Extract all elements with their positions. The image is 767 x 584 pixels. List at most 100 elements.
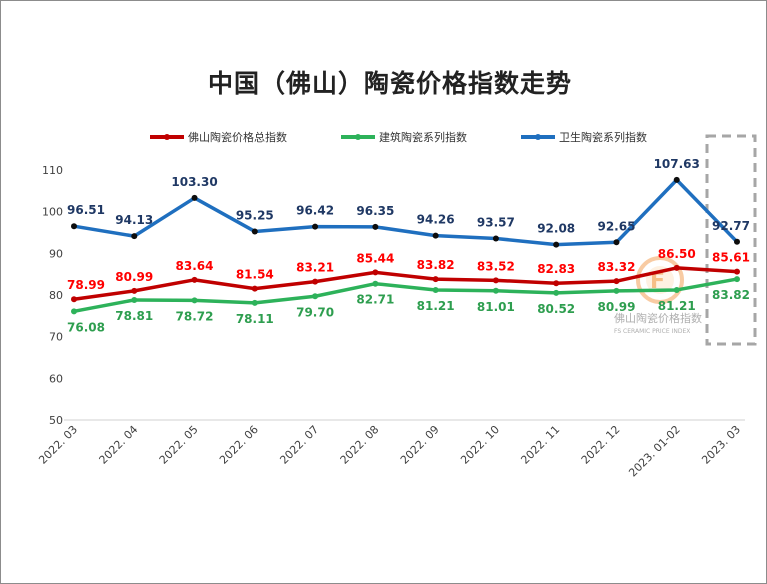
y-tick-label: 100 (42, 206, 63, 219)
data-label: 93.57 (477, 215, 515, 229)
chart-legend: 佛山陶瓷价格总指数 建筑陶瓷系列指数 卫生陶瓷系列指数 (150, 129, 647, 145)
data-label: 83.32 (597, 260, 635, 274)
svg-text:F: F (650, 269, 665, 294)
legend-swatch-building (341, 134, 375, 140)
data-point (71, 223, 77, 230)
x-tick-label: 2022. 09 (398, 423, 442, 467)
data-point (131, 287, 138, 294)
data-label: 80.99 (115, 270, 153, 284)
y-tick-label: 50 (49, 414, 63, 427)
data-label: 82.71 (356, 293, 394, 307)
y-axis: 50 60 70 80 90 100 110 (42, 164, 63, 427)
data-point (432, 286, 439, 293)
data-point (553, 289, 560, 296)
data-point (191, 276, 198, 283)
data-point (613, 278, 620, 285)
data-point (131, 233, 138, 240)
x-tick-label: 2023. 03 (699, 423, 743, 467)
x-tick-label: 2022. 08 (338, 423, 382, 467)
series-layer: 78.99 80.99 83.64 81.54 83.21 85.44 83.82 83.52… (67, 157, 750, 334)
data-point (312, 293, 319, 300)
y-tick-label: 90 (49, 247, 63, 260)
data-label: 79.70 (296, 305, 334, 319)
legend-item-building: 建筑陶瓷系列指数 (341, 129, 467, 145)
data-point (432, 232, 439, 239)
legend-item-sanitary: 卫生陶瓷系列指数 (521, 129, 647, 145)
data-label: 82.83 (537, 262, 575, 276)
data-label: 92.08 (537, 222, 575, 236)
data-label: 81.54 (236, 268, 274, 282)
data-point (251, 299, 258, 306)
watermark-text-cn: 佛山陶瓷价格指数 (614, 311, 702, 325)
y-tick-label: 110 (42, 164, 63, 177)
data-point (613, 239, 620, 246)
x-tick-label: 2022. 07 (277, 423, 321, 467)
series-line-1 (72, 277, 739, 314)
data-label: 85.44 (356, 251, 394, 265)
data-label: 103.30 (171, 175, 217, 189)
data-label: 83.82 (712, 288, 750, 302)
data-point (432, 276, 439, 283)
data-point (251, 285, 258, 292)
data-label: 92.65 (597, 219, 635, 233)
x-tick-label: 2022. 03 (36, 423, 80, 467)
data-label: 78.11 (236, 312, 274, 326)
watermark-text-en: FS CERAMIC PRICE INDEX (614, 328, 690, 335)
data-label: 92.77 (712, 219, 750, 233)
data-label: 76.08 (67, 320, 105, 334)
data-label: 107.63 (654, 157, 700, 171)
data-label: 83.64 (176, 259, 214, 273)
x-tick-label: 2022. 04 (97, 423, 141, 467)
series-line-0 (72, 266, 739, 301)
data-label: 78.81 (115, 309, 153, 323)
data-point (191, 194, 198, 201)
series-line-2 (72, 178, 739, 247)
data-label: 83.52 (477, 259, 515, 273)
y-tick-label: 60 (49, 372, 63, 385)
legend-item-total: 佛山陶瓷价格总指数 (150, 129, 287, 145)
legend-label-building: 建筑陶瓷系列指数 (379, 131, 467, 144)
data-label: 78.72 (176, 309, 214, 323)
data-point (492, 235, 499, 242)
data-point (372, 280, 379, 287)
data-point (673, 286, 680, 293)
data-point (734, 238, 740, 245)
data-label: 83.82 (417, 258, 455, 272)
data-label: 80.52 (537, 302, 575, 316)
x-tick-label: 2022. 06 (217, 423, 261, 467)
data-point (372, 269, 379, 276)
data-point (492, 277, 499, 284)
y-tick-label: 70 (49, 331, 63, 344)
x-tick-label: 2023. 01-02 (626, 423, 683, 480)
data-label: 94.13 (115, 213, 153, 227)
data-label: 94.26 (417, 213, 455, 227)
data-point (673, 264, 680, 271)
data-label: 80.99 (597, 300, 635, 314)
data-point (553, 280, 560, 287)
legend-label-total: 佛山陶瓷价格总指数 (188, 131, 287, 144)
data-label: 78.99 (67, 278, 105, 292)
watermark-logo: F (636, 256, 684, 304)
chart-title: 中国（佛山）陶瓷价格指数走势 (207, 69, 572, 98)
data-point (251, 228, 258, 235)
data-label: 81.21 (417, 299, 455, 313)
legend-swatch-sanitary (521, 134, 555, 140)
data-point (372, 223, 379, 230)
x-tick-label: 2022. 12 (579, 423, 623, 467)
data-point (71, 308, 77, 315)
data-label: 96.51 (67, 203, 105, 217)
data-point (492, 287, 499, 294)
data-point (131, 296, 138, 303)
x-tick-label: 2022. 05 (157, 423, 201, 467)
data-label: 85.61 (712, 251, 750, 265)
data-label: 95.25 (236, 208, 274, 222)
data-label: 96.42 (296, 204, 334, 218)
data-point (673, 176, 680, 183)
data-label: 96.35 (356, 204, 394, 218)
x-tick-label: 2022. 10 (458, 423, 502, 467)
highlight-box (705, 134, 757, 346)
legend-label-sanitary: 卫生陶瓷系列指数 (559, 131, 647, 144)
x-tick-label: 2022. 11 (518, 423, 562, 467)
legend-swatch-total (150, 134, 184, 140)
